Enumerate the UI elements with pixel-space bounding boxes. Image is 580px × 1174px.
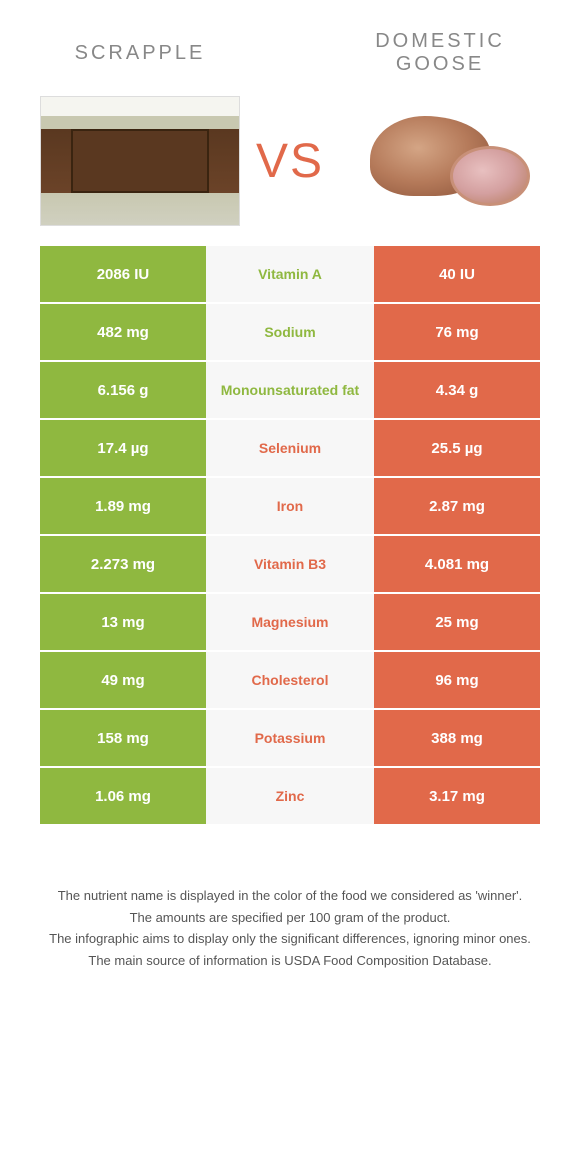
right-food-image [340, 96, 540, 226]
right-value-cell: 40 IU [374, 246, 540, 302]
table-row: 2086 IUVitamin A40 IU [40, 246, 540, 302]
left-value-cell: 2086 IU [40, 246, 206, 302]
footnote-line: The nutrient name is displayed in the co… [40, 886, 540, 906]
nutrient-comparison-table: 2086 IUVitamin A40 IU482 mgSodium76 mg6.… [0, 246, 580, 824]
left-food-image [40, 96, 240, 226]
left-value-cell: 482 mg [40, 304, 206, 360]
right-value-cell: 3.17 mg [374, 768, 540, 824]
left-value-cell: 2.273 mg [40, 536, 206, 592]
nutrient-name-cell: Monounsaturated fat [206, 362, 374, 418]
nutrient-name-cell: Magnesium [206, 594, 374, 650]
left-value-cell: 1.06 mg [40, 768, 206, 824]
right-value-cell: 25 mg [374, 594, 540, 650]
left-food-title: SCRAPPLE [40, 42, 240, 65]
vs-row: VS [0, 86, 580, 246]
nutrient-name-cell: Vitamin A [206, 246, 374, 302]
table-row: 482 mgSodium76 mg [40, 304, 540, 360]
right-value-cell: 388 mg [374, 710, 540, 766]
table-row: 49 mgCholesterol96 mg [40, 652, 540, 708]
nutrient-name-cell: Vitamin B3 [206, 536, 374, 592]
footnotes: The nutrient name is displayed in the co… [0, 826, 580, 970]
table-row: 1.06 mgZinc3.17 mg [40, 768, 540, 824]
right-value-cell: 2.87 mg [374, 478, 540, 534]
left-value-cell: 158 mg [40, 710, 206, 766]
right-value-cell: 4.34 g [374, 362, 540, 418]
left-value-cell: 1.89 mg [40, 478, 206, 534]
table-row: 158 mgPotassium388 mg [40, 710, 540, 766]
left-value-cell: 6.156 g [40, 362, 206, 418]
goose-icon [340, 111, 540, 211]
footnote-line: The main source of information is USDA F… [40, 951, 540, 971]
table-row: 2.273 mgVitamin B34.081 mg [40, 536, 540, 592]
nutrient-name-cell: Sodium [206, 304, 374, 360]
right-food-title: DOMESTIC GOOSE [340, 30, 540, 76]
scrapple-icon [40, 96, 240, 226]
left-value-cell: 13 mg [40, 594, 206, 650]
right-value-cell: 4.081 mg [374, 536, 540, 592]
table-row: 6.156 gMonounsaturated fat4.34 g [40, 362, 540, 418]
nutrient-name-cell: Potassium [206, 710, 374, 766]
right-value-cell: 96 mg [374, 652, 540, 708]
table-row: 1.89 mgIron2.87 mg [40, 478, 540, 534]
nutrient-name-cell: Iron [206, 478, 374, 534]
right-value-cell: 76 mg [374, 304, 540, 360]
table-row: 13 mgMagnesium25 mg [40, 594, 540, 650]
left-value-cell: 17.4 µg [40, 420, 206, 476]
vs-label: VS [256, 134, 324, 189]
nutrient-name-cell: Zinc [206, 768, 374, 824]
right-value-cell: 25.5 µg [374, 420, 540, 476]
left-value-cell: 49 mg [40, 652, 206, 708]
nutrient-name-cell: Cholesterol [206, 652, 374, 708]
table-row: 17.4 µgSelenium25.5 µg [40, 420, 540, 476]
footnote-line: The amounts are specified per 100 gram o… [40, 908, 540, 928]
footnote-line: The infographic aims to display only the… [40, 929, 540, 949]
nutrient-name-cell: Selenium [206, 420, 374, 476]
header: SCRAPPLE DOMESTIC GOOSE [0, 0, 580, 86]
